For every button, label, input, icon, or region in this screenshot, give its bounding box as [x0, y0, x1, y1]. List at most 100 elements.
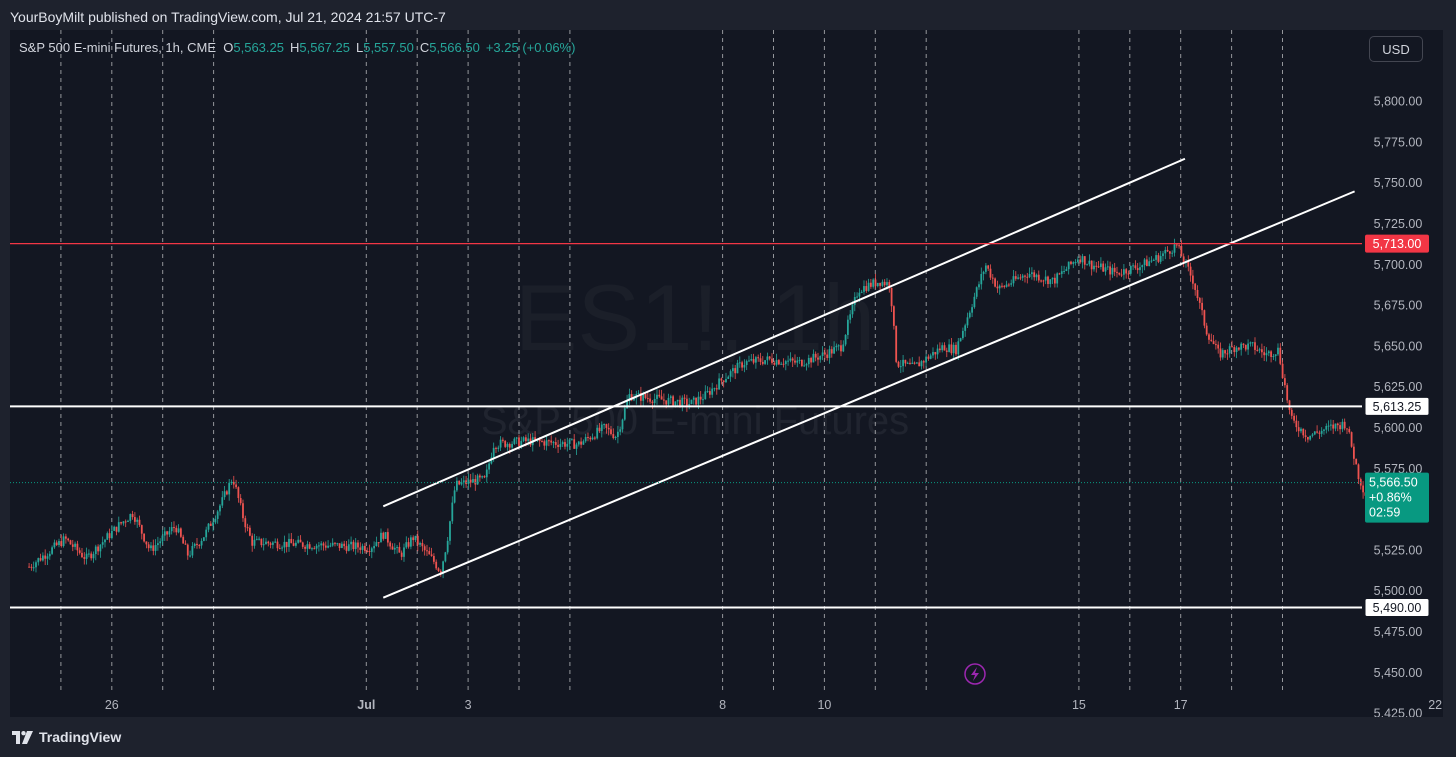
- candle-body: [154, 545, 157, 551]
- candle-body: [85, 553, 88, 559]
- legend-symbol[interactable]: S&P 500 E-mini Futures, 1h, CME: [19, 40, 217, 55]
- candle-body: [626, 401, 628, 409]
- candle-body: [524, 437, 527, 442]
- candle-body: [915, 362, 918, 364]
- lightning-icon[interactable]: [964, 663, 986, 685]
- candle-body: [1265, 353, 1268, 356]
- candle-body: [1274, 354, 1277, 357]
- candle-body: [1187, 261, 1190, 267]
- candle-body: [104, 539, 106, 543]
- candle-body: [1313, 431, 1316, 435]
- candle-body: [913, 362, 916, 364]
- candle-body: [849, 314, 852, 320]
- candle-body: [495, 447, 497, 449]
- candle-body: [439, 570, 442, 574]
- candle-body: [1343, 421, 1346, 429]
- candle-body: [904, 359, 907, 364]
- candle-body: [554, 442, 557, 445]
- candle-body: [895, 325, 898, 362]
- candle-body: [812, 353, 815, 363]
- candle-body: [396, 546, 398, 548]
- candle-body: [1302, 428, 1305, 436]
- candle-body: [552, 442, 555, 444]
- chart-panel[interactable]: ES1!, 1h S&P 500 E-mini Futures 5,425.00…: [10, 30, 1443, 717]
- candle-body: [1214, 344, 1217, 346]
- candle-body: [973, 296, 976, 308]
- candle-body: [189, 555, 191, 557]
- candle-body: [400, 552, 403, 557]
- y-tick-label: 5,775.00: [1374, 135, 1423, 149]
- candle-body: [304, 546, 306, 549]
- candle-body: [481, 476, 484, 478]
- y-tick-label: 5,700.00: [1374, 258, 1423, 272]
- currency-button[interactable]: USD: [1369, 36, 1423, 62]
- candle-body: [603, 424, 605, 426]
- candle-body: [260, 538, 263, 546]
- price-chart[interactable]: ES1!, 1h S&P 500 E-mini Futures 5,425.00…: [10, 30, 1443, 717]
- candle-body: [131, 514, 134, 518]
- candle-body: [449, 521, 451, 541]
- candle-body: [336, 543, 339, 545]
- candle-body: [805, 364, 808, 366]
- last-price-value: 5,566.50: [1369, 476, 1418, 490]
- candle-body: [129, 514, 132, 521]
- candle-body: [143, 533, 145, 542]
- candle-body: [497, 447, 500, 449]
- candle-body: [150, 545, 152, 549]
- candle-body: [419, 543, 421, 545]
- candle-body: [1306, 436, 1309, 440]
- candle-body: [136, 519, 139, 522]
- candle-body: [1201, 302, 1203, 311]
- y-tick-label: 5,500.00: [1374, 584, 1423, 598]
- y-tick-label: 5,625.00: [1374, 380, 1423, 394]
- candle-body: [393, 547, 396, 550]
- candle-body: [1293, 415, 1295, 421]
- candle-body: [255, 538, 258, 540]
- axis-layer: 5,425.00 5,450.00 5,475.00 5,500.00 5,525.00…: [105, 95, 1442, 717]
- candle-body: [265, 541, 267, 545]
- candle-body: [352, 541, 355, 550]
- candle-body: [685, 398, 688, 406]
- candle-body: [883, 281, 886, 286]
- candle-body: [30, 566, 33, 568]
- candle-body: [803, 365, 806, 367]
- candle-body: [152, 545, 155, 551]
- candle-body: [373, 546, 375, 549]
- candle-body: [874, 279, 877, 287]
- candle-body: [230, 481, 233, 483]
- candle-body: [764, 360, 766, 364]
- candle-body: [377, 542, 380, 544]
- candle-body: [1035, 274, 1038, 278]
- candle-body: [1067, 261, 1070, 270]
- top-bar: YourBoyMilt published on TradingView.com…: [0, 0, 1456, 30]
- candle-body: [442, 561, 444, 574]
- candle-body: [1323, 429, 1325, 431]
- candle-body: [173, 527, 175, 529]
- candle-body: [1164, 249, 1167, 254]
- candle-body: [844, 334, 847, 345]
- candle-body: [660, 396, 663, 400]
- candle-body: [863, 286, 865, 292]
- candle-body: [738, 362, 741, 364]
- candle-body: [506, 443, 509, 447]
- last-price-change: +0.86%: [1369, 491, 1412, 505]
- candle-body: [547, 440, 550, 442]
- candle-body: [1286, 385, 1289, 401]
- candle-body: [246, 527, 249, 529]
- candle-body: [564, 442, 566, 447]
- candle-body: [48, 553, 51, 557]
- tradingview-brand[interactable]: TradingView: [12, 729, 121, 745]
- candle-body: [557, 444, 559, 447]
- candle-body: [865, 286, 868, 291]
- candle-body: [1258, 349, 1261, 351]
- candle-body: [83, 557, 86, 559]
- candle-body: [368, 551, 371, 553]
- candle-body: [301, 542, 304, 547]
- candle-body: [1065, 269, 1068, 272]
- candle-body: [810, 357, 812, 363]
- candle-body: [534, 437, 536, 440]
- candle-body: [819, 356, 822, 360]
- candle-body: [1141, 265, 1144, 268]
- candle-body: [292, 543, 295, 546]
- candle-body: [320, 543, 323, 546]
